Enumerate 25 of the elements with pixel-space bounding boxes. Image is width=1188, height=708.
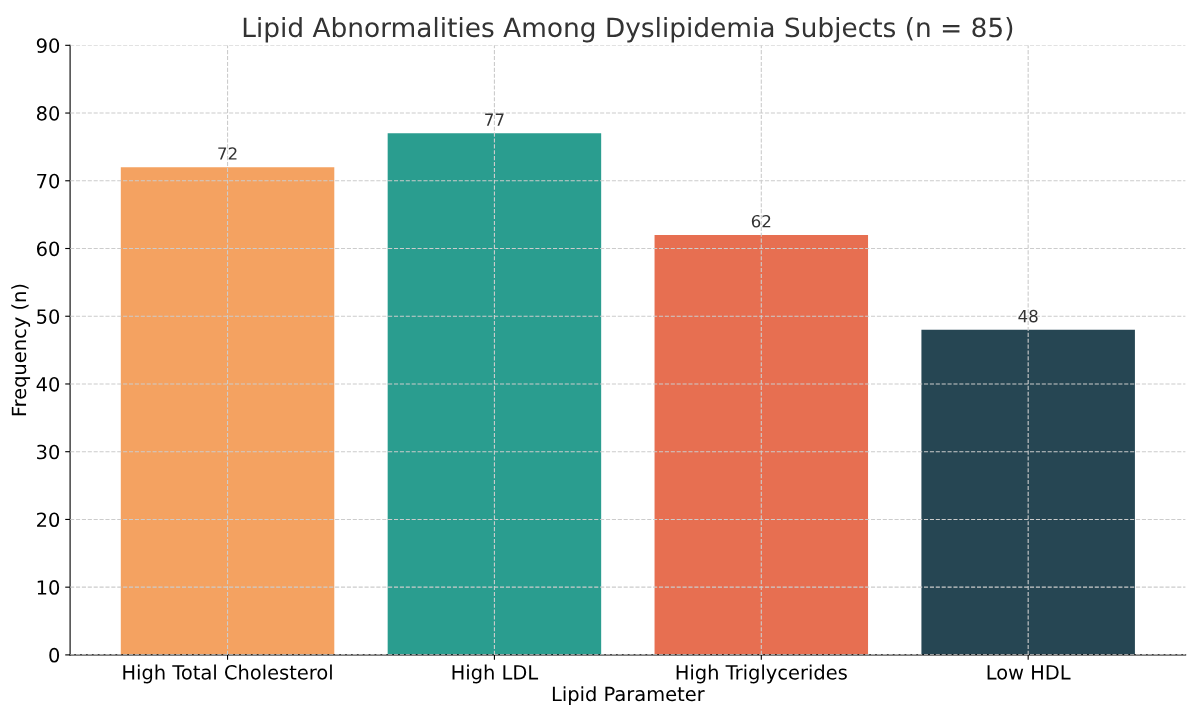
bar <box>921 329 1135 655</box>
data-label: 62 <box>751 214 771 228</box>
y-tick-label: 20 <box>37 512 60 528</box>
data-label: 77 <box>485 113 504 126</box>
x-tick-label: High LDL <box>452 664 539 684</box>
y-tick-label: 50 <box>37 309 60 324</box>
y-tick-label: 60 <box>36 241 60 257</box>
data-label: 72 <box>218 147 237 160</box>
y-tick-label: 30 <box>37 444 60 460</box>
y-tick-label: 70 <box>37 173 60 189</box>
y-axis-title: Frequency (n) <box>11 284 31 416</box>
y-tick-label: 40 <box>36 376 60 392</box>
y-tick-label: 90 <box>36 38 60 53</box>
x-tick-label: High Total Cholesterol <box>123 664 332 684</box>
x-tick-label: Low HDL <box>987 665 1071 680</box>
x-axis-title: Lipid Parameter <box>552 686 705 706</box>
chart-title: Lipid Abnormalities Among Dyslipidemia Subjects (n = 85) <box>243 16 1013 43</box>
bar <box>654 234 869 655</box>
y-tick-label: 0 <box>49 647 60 663</box>
bar <box>387 133 602 655</box>
y-tick-label: 10 <box>37 580 60 595</box>
x-tick-label: High Triglycerides <box>676 664 847 684</box>
y-tick-label: 80 <box>36 106 60 121</box>
bar <box>120 167 335 655</box>
data-label: 48 <box>1018 309 1038 323</box>
